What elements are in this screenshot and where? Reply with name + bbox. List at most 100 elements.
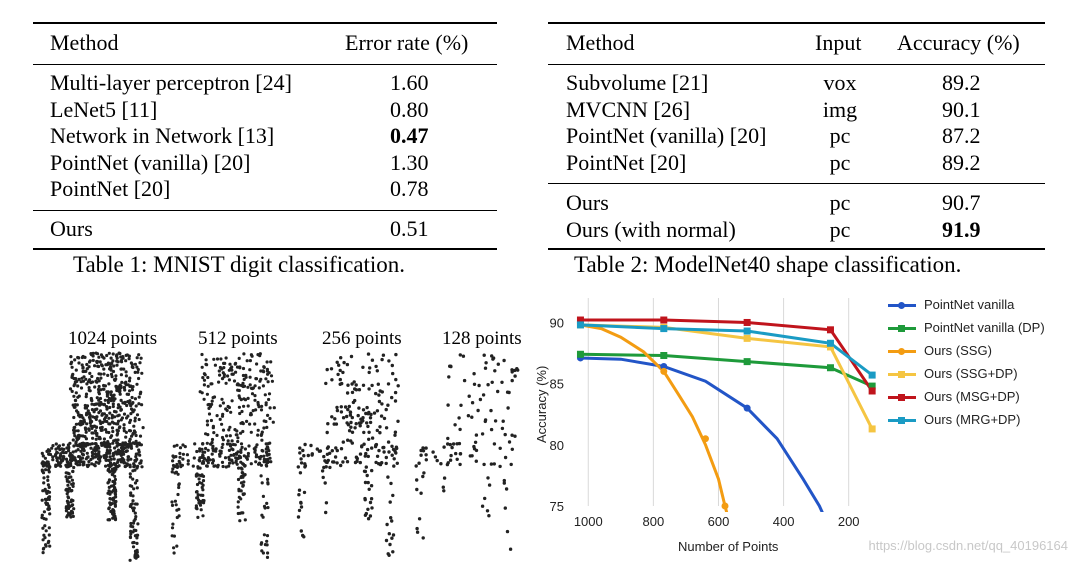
cloud-point <box>509 462 513 467</box>
x-tick-label: 1000 <box>574 514 603 529</box>
cloud-point <box>265 360 269 364</box>
cloud-point <box>115 356 119 360</box>
cloud-point <box>457 416 461 420</box>
cloud-point <box>209 418 213 423</box>
cloud-point <box>131 499 135 503</box>
cloud-point <box>358 452 363 456</box>
cloud-point <box>67 480 71 484</box>
cloud-point <box>113 474 117 478</box>
cloud-point <box>267 397 271 402</box>
cloud-point <box>321 475 325 480</box>
cloud-point <box>259 474 263 478</box>
cloud-point <box>90 374 94 379</box>
cloud-point <box>105 430 109 434</box>
cloud-point <box>191 464 195 468</box>
cloud-point <box>474 433 479 437</box>
cloud-point <box>72 465 76 470</box>
chair-cloud-1024 <box>40 351 145 562</box>
cloud-point <box>85 442 89 446</box>
series-point <box>743 327 751 335</box>
series-point <box>743 404 751 412</box>
cloud-point <box>114 384 118 388</box>
cloud-point <box>173 465 177 469</box>
cloud-point <box>120 380 124 384</box>
cloud-point <box>341 460 345 464</box>
table2-header-rule <box>548 64 1045 65</box>
cloud-point <box>391 550 395 554</box>
cloud-point <box>72 444 76 448</box>
cloud-point <box>424 446 428 450</box>
cloud-point <box>486 476 490 480</box>
table1-top-rule <box>33 22 497 24</box>
cloud-point <box>335 405 339 410</box>
cloud-point <box>195 490 199 494</box>
cloud-point <box>115 363 119 367</box>
cloud-point <box>224 381 228 385</box>
pc-label-1024: 1024 points <box>68 328 158 349</box>
cloud-point <box>43 456 48 460</box>
cloud-point <box>126 455 131 459</box>
cloud-point <box>446 436 450 441</box>
cloud-point <box>71 450 75 454</box>
cloud-point <box>206 433 210 437</box>
cloud-point <box>85 422 89 426</box>
cloud-point <box>236 439 240 444</box>
cloud-point <box>124 370 128 374</box>
cloud-point <box>42 481 46 485</box>
watermark: https://blog.csdn.net/qq_40196164 <box>868 538 1069 553</box>
cloud-point <box>108 442 112 446</box>
cloud-point <box>129 412 133 416</box>
cloud-point <box>131 521 136 525</box>
cloud-point <box>107 518 112 522</box>
cloud-point <box>114 374 118 378</box>
cloud-point <box>233 362 237 366</box>
cloud-point <box>126 442 130 447</box>
cloud-point <box>369 497 374 501</box>
cloud-point <box>325 367 329 372</box>
cloud-point <box>94 425 98 429</box>
cloud-point <box>258 354 262 358</box>
cloud-point <box>368 366 372 370</box>
cloud-point <box>415 487 419 492</box>
cloud-point <box>122 412 127 416</box>
cloud-point <box>114 465 118 469</box>
method-cell: Ours <box>566 190 609 215</box>
cloud-point <box>128 475 132 479</box>
cloud-point <box>95 396 99 400</box>
cloud-point <box>392 464 396 468</box>
cloud-point <box>91 358 95 362</box>
cloud-point <box>64 471 68 475</box>
cloud-point <box>330 378 334 382</box>
cloud-point <box>234 459 238 463</box>
cloud-point <box>71 455 75 459</box>
cloud-point <box>116 360 120 364</box>
cloud-point <box>70 365 74 369</box>
cloud-point <box>377 462 381 466</box>
cloud-point <box>474 459 478 463</box>
cloud-point <box>221 412 225 416</box>
cloud-point <box>513 368 517 373</box>
table1-header-method: Method <box>50 30 119 55</box>
cloud-point <box>496 362 500 366</box>
cloud-point <box>87 365 91 369</box>
cloud-point <box>266 445 270 449</box>
cloud-point <box>235 383 239 387</box>
cloud-point <box>215 433 219 437</box>
cloud-point <box>93 364 97 368</box>
cloud-point <box>389 481 393 486</box>
x-tick-labels: 1000 800 600 400 200 <box>574 514 860 529</box>
cloud-point <box>248 359 252 363</box>
cloud-point <box>54 447 58 451</box>
cloud-point <box>79 380 83 384</box>
cloud-point <box>72 428 76 432</box>
cloud-point <box>94 379 98 383</box>
cloud-point <box>79 422 83 427</box>
value-cell: 0.78 <box>390 176 429 201</box>
input-cell: pc <box>829 216 851 242</box>
cloud-point <box>299 461 304 465</box>
cloud-point <box>112 364 116 368</box>
cloud-point <box>241 483 245 487</box>
cloud-point <box>446 403 450 407</box>
cloud-point <box>102 367 106 371</box>
cloud-point <box>224 407 228 411</box>
